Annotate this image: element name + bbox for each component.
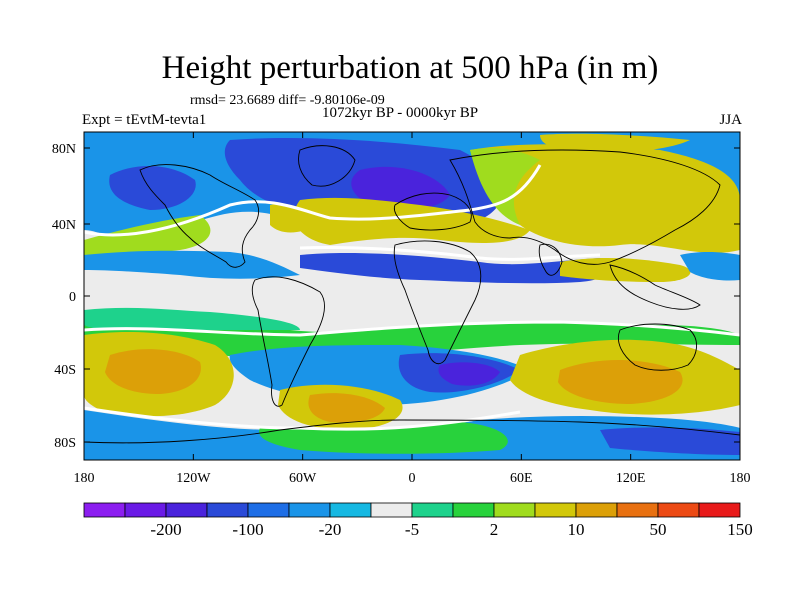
tropical-negative-band-atlantic bbox=[300, 252, 611, 284]
coast-antarctica bbox=[84, 419, 740, 444]
zero-contours bbox=[84, 164, 740, 431]
colorbar-swatch bbox=[616, 502, 659, 518]
colorbar-swatch bbox=[206, 502, 249, 518]
colorbar-swatch bbox=[575, 502, 618, 518]
colorbar-label: 150 bbox=[727, 520, 753, 539]
x-tick-label: 60E bbox=[510, 471, 533, 486]
coast-north-america bbox=[139, 164, 260, 268]
coast-australia bbox=[617, 323, 697, 371]
map-title: Height perturbation at 500 hPa (in m) bbox=[161, 50, 659, 86]
colorbar-label: 2 bbox=[490, 520, 499, 539]
antarctic-east-negative bbox=[600, 427, 740, 455]
x-tick-label: 120W bbox=[176, 471, 211, 486]
x-tick-label: 180 bbox=[730, 471, 751, 486]
coast-asia bbox=[449, 149, 721, 265]
southern-tropics-weak-positive bbox=[84, 307, 300, 330]
axis-ticks bbox=[83, 132, 741, 460]
colorbar-swatch bbox=[288, 502, 331, 518]
colorbar-swatch bbox=[165, 502, 208, 518]
colorbar-swatch bbox=[370, 502, 413, 518]
contour-field bbox=[84, 132, 740, 460]
pacific-north-negative bbox=[109, 165, 196, 210]
colorbar-swatch bbox=[698, 502, 741, 518]
colorbar-label: 50 bbox=[650, 520, 667, 539]
coast-europe bbox=[393, 192, 472, 231]
south-indian-deepest-negative bbox=[438, 362, 500, 386]
y-tick-label: 80S bbox=[54, 436, 76, 451]
x-tick-label: 60W bbox=[289, 471, 317, 486]
coast-south-america bbox=[251, 276, 325, 407]
colorbar-swatch bbox=[411, 502, 454, 518]
europe-deep-negative bbox=[351, 166, 450, 211]
colorbar-swatch bbox=[247, 502, 290, 518]
period-label: 1072kyr BP - 0000kyr BP bbox=[322, 105, 479, 121]
x-tick-label: 0 bbox=[409, 471, 416, 486]
zero-contour-tropics bbox=[84, 320, 740, 337]
colorbar-label: -200 bbox=[150, 520, 181, 539]
colorbar-label: -20 bbox=[319, 520, 342, 539]
colorbar bbox=[83, 502, 741, 518]
colorbar-label: -5 bbox=[405, 520, 419, 539]
southern-ocean-positive-core bbox=[308, 393, 385, 423]
arctic-positive-patch bbox=[540, 133, 690, 153]
coast-india bbox=[538, 243, 563, 276]
y-tick-label: 80N bbox=[52, 142, 76, 157]
colorbar-swatch bbox=[83, 502, 126, 518]
y-tick-label: 40N bbox=[52, 218, 76, 233]
x-tick-label: 180 bbox=[74, 471, 95, 486]
coast-southeast-asia bbox=[609, 264, 701, 310]
south-indian-positive-core bbox=[558, 360, 683, 404]
colorbar-swatch bbox=[534, 502, 577, 518]
tropical-negative-band-west bbox=[84, 250, 300, 279]
colorbar-label: 10 bbox=[568, 520, 585, 539]
colorbar-swatch bbox=[657, 502, 700, 518]
zero-contour-north bbox=[84, 164, 542, 237]
zero-contour-south bbox=[84, 406, 521, 431]
colorbar-swatch bbox=[329, 502, 372, 518]
x-tick-label: 120E bbox=[616, 471, 646, 486]
colorbar-swatch bbox=[124, 502, 167, 518]
season-label: JJA bbox=[719, 112, 742, 128]
y-tick-label: 0 bbox=[69, 290, 76, 305]
axis-tick-labels: 180 120W 60W 0 60E 120E 180 80N 40N 0 40S 80S bbox=[52, 142, 751, 486]
stats-line: rmsd= 23.6689 diff= -9.80106e-09 bbox=[190, 93, 385, 108]
colorbar-swatch bbox=[452, 502, 495, 518]
zero-contour-atlantic bbox=[299, 246, 601, 261]
coastlines bbox=[84, 145, 740, 444]
asia-positive-edge bbox=[470, 148, 540, 225]
coast-greenland bbox=[298, 145, 356, 187]
y-tick-label: 40S bbox=[54, 363, 76, 378]
atlantic-positive-band bbox=[294, 197, 530, 245]
experiment-label: Expt = tEvtM-tevta1 bbox=[82, 112, 207, 128]
colorbar-label: -100 bbox=[232, 520, 263, 539]
colorbar-labels: -200 -100 -20 -5 2 10 50 150 bbox=[150, 520, 752, 539]
south-pacific-positive-core bbox=[105, 349, 201, 394]
colorbar-swatch bbox=[493, 502, 536, 518]
tropical-pacific-negative bbox=[680, 251, 740, 281]
coast-africa bbox=[393, 240, 482, 364]
